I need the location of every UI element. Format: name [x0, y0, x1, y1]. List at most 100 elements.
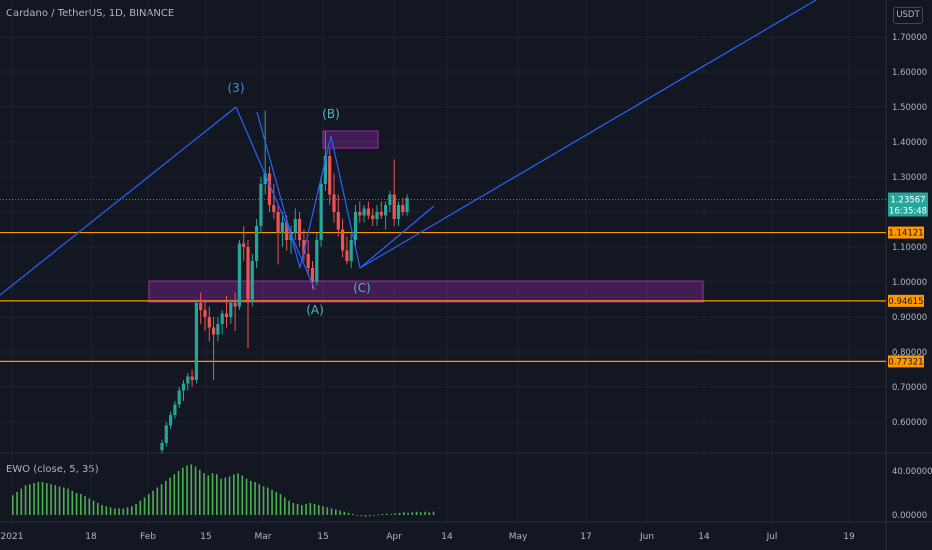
- candle-body: [220, 313, 224, 324]
- ewo-bar: [347, 512, 350, 515]
- candle-body: [375, 212, 379, 219]
- candle-body: [345, 250, 349, 261]
- price-tick-label: 0.60000: [892, 418, 927, 428]
- trendline: [256, 111, 301, 269]
- ewo-bar: [126, 507, 129, 515]
- ewo-bar: [420, 512, 422, 515]
- candle-body: [250, 261, 254, 300]
- ewo-bar: [63, 487, 65, 515]
- ewo-bar: [71, 490, 74, 515]
- ewo-bar: [360, 515, 363, 517]
- trendline: [359, 0, 817, 269]
- ewo-bar: [296, 504, 299, 515]
- ewo-bar: [424, 511, 426, 515]
- candle-body: [181, 383, 186, 391]
- ewo-bar: [284, 497, 286, 515]
- candle-body: [384, 205, 388, 216]
- ewo-bar: [16, 491, 18, 515]
- ewo-bar: [190, 464, 193, 515]
- candle-body: [190, 376, 194, 380]
- ewo-bar: [322, 506, 324, 515]
- price-tick-label: 1.60000: [892, 68, 927, 78]
- ewo-bar: [97, 502, 99, 515]
- candle-body: [169, 415, 173, 426]
- trendline: [359, 205, 435, 269]
- ewo-bar: [390, 514, 392, 515]
- ewo-bar: [343, 511, 346, 515]
- ewo-bar: [20, 488, 23, 515]
- candle-body: [366, 208, 370, 216]
- ewo-bar: [118, 508, 120, 515]
- ewo-bar: [105, 506, 108, 515]
- time-tick-label: 14: [441, 532, 453, 542]
- trendline: [330, 135, 361, 269]
- time-tick-label: 19: [843, 532, 855, 542]
- price-tick-label: 1.50000: [892, 103, 927, 113]
- wave-label: (A): [306, 303, 324, 317]
- current-price-value: 1.23567: [890, 196, 925, 206]
- time-tick-label: 2021: [1, 532, 24, 542]
- ewo-bar: [275, 491, 278, 515]
- ewo-bar: [237, 473, 239, 515]
- ewo-bar: [318, 505, 320, 515]
- ewo-bar: [80, 494, 82, 515]
- time-tick-label: 17: [580, 532, 591, 542]
- time-tick-label: Feb: [140, 532, 156, 542]
- candle-body: [212, 327, 216, 335]
- ewo-bar: [313, 504, 316, 515]
- candle-body: [362, 208, 366, 216]
- price-tick-label: 1.70000: [892, 33, 927, 43]
- ewo-bar: [152, 490, 154, 515]
- ewo-bar: [203, 473, 205, 515]
- currency-button[interactable]: USDT: [893, 7, 923, 24]
- ewo-bar: [415, 511, 418, 515]
- ewo-bar: [29, 484, 31, 515]
- time-tick-label: 15: [317, 532, 328, 542]
- ewo-bar: [139, 500, 142, 515]
- trendline: [0, 106, 237, 296]
- current-price-tag: [888, 192, 928, 217]
- trendline: [299, 135, 332, 269]
- ewo-bar: [135, 504, 137, 515]
- time-tick-label: Mar: [255, 532, 272, 542]
- ewo-bar: [173, 474, 176, 515]
- candle-body: [285, 222, 289, 240]
- ewo-bar: [407, 512, 409, 515]
- ewo-bar: [114, 508, 116, 515]
- ewo-bar: [373, 515, 375, 516]
- ewo-bar: [326, 507, 329, 515]
- candle-body: [358, 212, 362, 216]
- ewo-bar: [50, 484, 52, 515]
- candle-body: [216, 324, 220, 335]
- level-price-label: 1.14121: [888, 229, 923, 239]
- ewo-bar: [41, 482, 44, 515]
- indicator-label: EWO (close, 5, 35): [6, 464, 99, 475]
- ewo-bar: [194, 466, 197, 515]
- ewo-bar: [335, 509, 337, 515]
- ewo-bar: [403, 512, 405, 515]
- candle-body: [319, 184, 323, 240]
- ewo-bar: [216, 474, 218, 515]
- ewo-bar: [67, 488, 69, 515]
- candle-body: [242, 243, 246, 247]
- time-tick-label: 15: [200, 532, 211, 542]
- candle-body: [246, 247, 250, 300]
- candle-body: [405, 198, 409, 212]
- ewo-bar: [143, 497, 146, 515]
- ewo-bar: [165, 480, 167, 515]
- candle-body: [341, 229, 345, 251]
- ewo-bar: [292, 502, 295, 515]
- ewo-bar: [233, 474, 235, 515]
- ewo-bar: [394, 513, 397, 515]
- time-tick-label: May: [509, 532, 528, 542]
- candle-body: [388, 194, 392, 205]
- level-price-tag: [888, 294, 924, 307]
- candle-body: [302, 240, 306, 254]
- ewo-bar: [148, 494, 150, 515]
- candle-body: [224, 313, 229, 317]
- wave-label: (3): [228, 81, 245, 95]
- level-price-label: 0.94615: [888, 297, 923, 307]
- candle-body: [401, 205, 405, 212]
- candle-body: [336, 212, 340, 230]
